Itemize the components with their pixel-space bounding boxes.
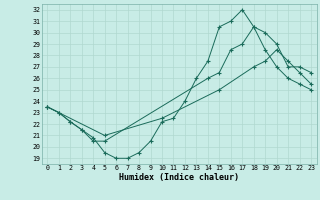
X-axis label: Humidex (Indice chaleur): Humidex (Indice chaleur) [119, 173, 239, 182]
